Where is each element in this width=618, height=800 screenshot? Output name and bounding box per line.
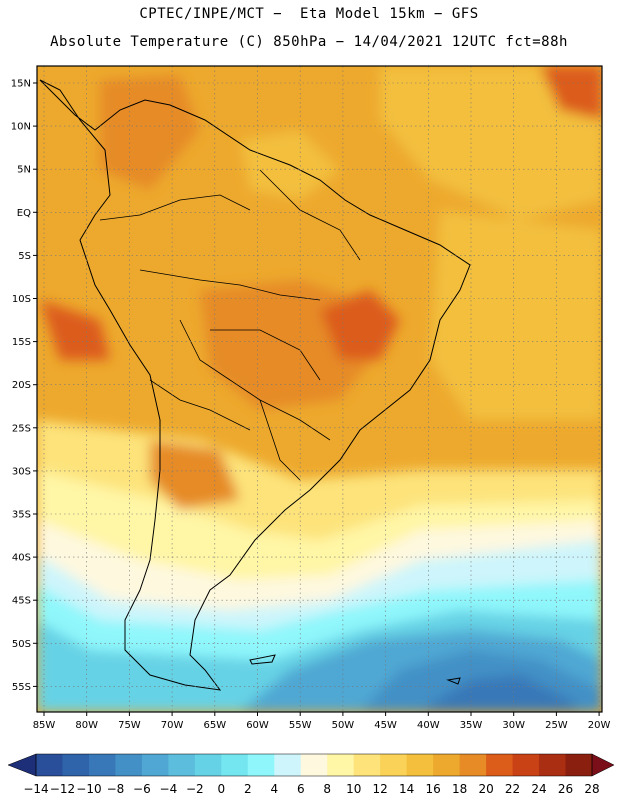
- colorbar-label: −14: [23, 782, 48, 796]
- axis-ticks: 15N 10N 5N EQ 5S 10S 15S 20S 25S 30S 35S 40S 45S 50S 5…: [11, 79, 611, 732]
- colorbar-segment: [274, 754, 302, 776]
- colorbar-label: 10: [346, 782, 361, 796]
- colorbar-segment: [406, 754, 434, 776]
- lon-tick-label: 30W: [502, 720, 525, 731]
- lon-tick-label: 35W: [460, 720, 483, 731]
- country-borders: [99, 169, 361, 481]
- colorbar-label: 2: [244, 782, 252, 796]
- colorbar-label: 26: [558, 782, 573, 796]
- colorbar-segment: [353, 754, 381, 776]
- lat-tick-label: 20S: [12, 380, 31, 391]
- lon-tick-label: 25W: [545, 720, 568, 731]
- colorbar-segment: [194, 754, 222, 776]
- colorbar-under-arrow: [7, 753, 37, 777]
- colorbar-label: 16: [426, 782, 441, 796]
- lon-tick-label: 80W: [75, 720, 98, 731]
- colorbar-segment: [115, 754, 143, 776]
- lat-tick-label: 50S: [12, 639, 31, 650]
- colorbar-segment: [300, 754, 328, 776]
- colorbar-label: 6: [297, 782, 305, 796]
- colorbar-segment: [459, 754, 487, 776]
- lat-tick-label: 15S: [12, 337, 31, 348]
- colorbar-label: 0: [218, 782, 226, 796]
- colorbar-segment: [62, 754, 90, 776]
- lon-tick-label: 20W: [588, 720, 611, 731]
- colorbar-label: −6: [133, 782, 151, 796]
- lat-tick-label: 5S: [18, 251, 31, 262]
- lon-tick-label: 70W: [161, 720, 184, 731]
- lat-tick-label: 35S: [12, 510, 31, 521]
- colorbar-segment: [380, 754, 408, 776]
- lon-tick-label: 60W: [246, 720, 269, 731]
- colorbar-label: −10: [76, 782, 101, 796]
- colorbar-segment: [247, 754, 275, 776]
- colorbar-label: 12: [373, 782, 388, 796]
- temperature-field: [37, 66, 602, 712]
- lat-tick-label: 25S: [12, 423, 31, 434]
- lat-tick-label: 15N: [11, 79, 31, 90]
- colorbar-segment: [36, 754, 63, 776]
- coastlines: [39, 79, 471, 691]
- colorbar-segment: [539, 754, 567, 776]
- lon-tick-label: 45W: [374, 720, 397, 731]
- colorbar-label: 4: [270, 782, 278, 796]
- lon-tick-label: 55W: [289, 720, 312, 731]
- colorbar-label: 14: [399, 782, 414, 796]
- lat-tick-label: EQ: [17, 208, 31, 219]
- colorbar-label: 24: [531, 782, 546, 796]
- colorbar-segment: [486, 754, 514, 776]
- colorbar-label: 18: [452, 782, 467, 796]
- colorbar-label: −12: [50, 782, 75, 796]
- colorbar-segment: [88, 754, 116, 776]
- colorbar-label: −8: [107, 782, 125, 796]
- lat-tick-label: 45S: [12, 596, 31, 607]
- map-title-line1: CPTEC/INPE/MCT − Eta Model 15km − GFS: [139, 6, 479, 22]
- lon-tick-label: 50W: [332, 720, 355, 731]
- lon-tick-label: 65W: [203, 720, 226, 731]
- lat-tick-label: 55S: [12, 682, 31, 693]
- colorbar-segment: [512, 754, 540, 776]
- lon-tick-label: 85W: [33, 720, 56, 731]
- lat-tick-label: 10N: [11, 122, 31, 133]
- colorbar-label: 20: [478, 782, 493, 796]
- colorbar-segment: [565, 754, 593, 776]
- colorbar-label: 28: [584, 782, 599, 796]
- colorbar-segment: [141, 754, 169, 776]
- lat-tick-label: 30S: [12, 466, 31, 477]
- lat-tick-label: 10S: [12, 294, 31, 305]
- colorbar-segment: [433, 754, 461, 776]
- lat-tick-label: 40S: [12, 553, 31, 564]
- colorbar-label: 8: [323, 782, 331, 796]
- colorbar: −14 −12 −10 −8 −6 −4 −2 0 2 4 6 8 10 12 14 16 18 20 22 24 26…: [7, 753, 615, 796]
- lon-tick-label: 40W: [417, 720, 440, 731]
- colorbar-label: −4: [160, 782, 178, 796]
- map-frame: [36, 65, 603, 713]
- colorbar-segment: [168, 754, 196, 776]
- colorbar-label: −2: [186, 782, 204, 796]
- colorbar-over-arrow: [591, 753, 615, 777]
- lat-tick-label: 5N: [17, 165, 31, 176]
- colorbar-segment: [221, 754, 249, 776]
- colorbar-segment: [327, 754, 355, 776]
- lon-tick-label: 75W: [118, 720, 141, 731]
- map-title-line2: Absolute Temperature (C) 850hPa − 14/04/…: [50, 34, 568, 50]
- colorbar-label: 22: [505, 782, 520, 796]
